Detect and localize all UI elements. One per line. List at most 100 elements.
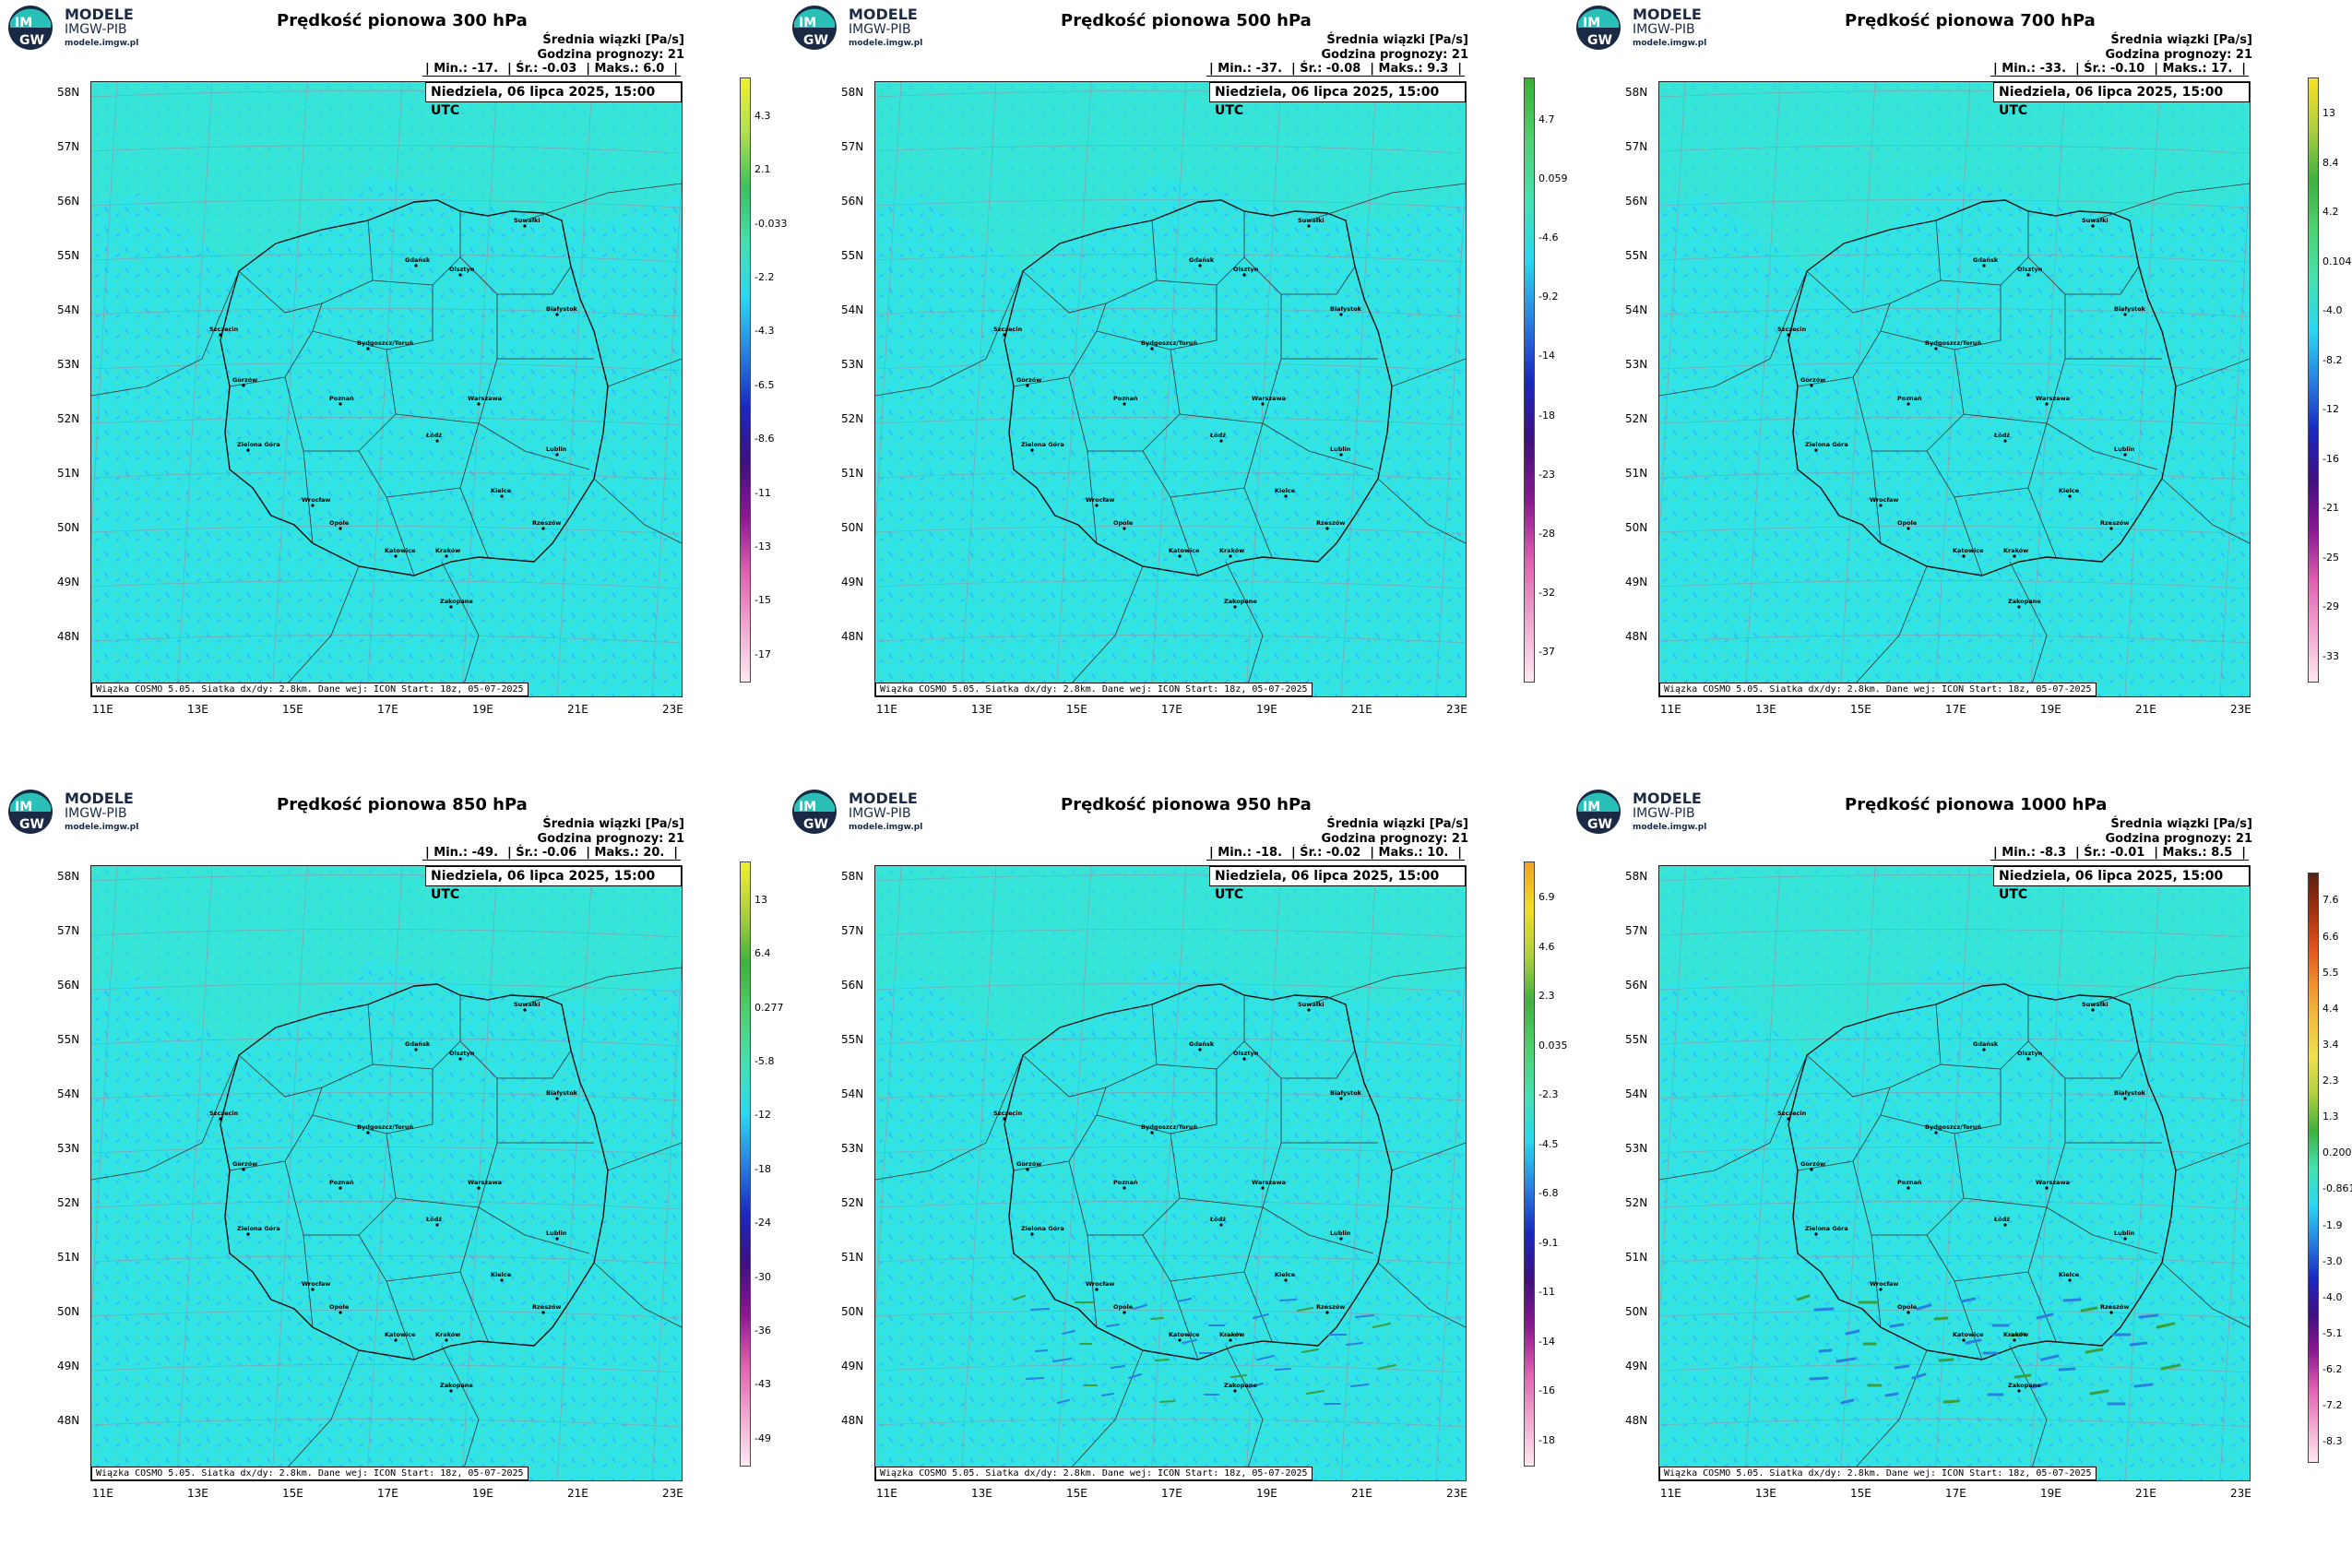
latitude-label: 49N	[1625, 1360, 1648, 1372]
latitude-label: 52N	[841, 1196, 864, 1209]
city-label: Olsztyn	[1233, 1050, 1259, 1057]
colorbar-tick-label: 7.6	[2322, 894, 2339, 907]
city-label: Rzeszów	[532, 1303, 561, 1311]
latitude-label: 51N	[1625, 1251, 1648, 1264]
colorbar-tick-label: 0.200	[2322, 1146, 2352, 1159]
city-label: Kielce	[1275, 1271, 1296, 1278]
imgw-logo: IM GW MODELE IMGW-PIB modele.imgw.pl	[6, 4, 158, 52]
city-label: Warszawa	[2036, 1179, 2070, 1186]
forecast-panel-3: IM GW MODELE IMGW-PIB modele.imgw.pl Prędkość…	[1568, 0, 2352, 756]
longitude-label: 17E	[1161, 1487, 1182, 1500]
longitude-label: 17E	[377, 703, 398, 716]
city-marker	[2026, 273, 2030, 277]
city-marker	[1284, 494, 1288, 498]
logo-mark-1: IM	[1583, 16, 1600, 30]
colorbar-tick-label: -9.1	[1538, 1236, 1559, 1249]
latitude-label: 49N	[841, 576, 864, 588]
logo-mark-2: GW	[803, 33, 828, 48]
city-label: Zakopane	[1224, 598, 1257, 605]
colorbar-tick-label: -33	[2322, 649, 2339, 662]
city-marker	[242, 1168, 245, 1171]
city-label: Gorzów	[1800, 1160, 1825, 1168]
longitude-label: 11E	[1660, 703, 1681, 716]
city-label: Opole	[329, 1303, 350, 1311]
city-label: Lublin	[546, 1229, 567, 1237]
latitude-label: 54N	[841, 1087, 864, 1100]
panel-title: Prędkość pionowa 700 hPa	[1845, 11, 2096, 30]
vertical-velocity-field: Gdańsk Olsztyn Suwałki Szczecin Białystok Byd…	[875, 866, 1466, 1480]
logo-line3: modele.imgw.pl	[65, 823, 139, 832]
city-label: Kraków	[1219, 1331, 1244, 1338]
colorbar	[1524, 861, 1535, 1467]
longitude-label: 13E	[1755, 1487, 1776, 1500]
city-label: Opole	[1897, 1303, 1918, 1311]
city-label: Gdańsk	[405, 256, 431, 264]
city-label: Kielce	[2059, 487, 2080, 494]
city-marker	[2013, 554, 2016, 558]
city-marker	[1150, 347, 1154, 350]
city-label: Zakopane	[2008, 1382, 2041, 1389]
valid-date-box: Niedziela, 06 lipca 2025, 15:00 UTC	[425, 82, 682, 118]
city-label: Olsztyn	[2017, 266, 2043, 273]
logo-mark-2: GW	[19, 33, 44, 48]
logo-mark-2: GW	[1587, 817, 1612, 832]
colorbar-tick-label: -7.2	[2322, 1399, 2343, 1412]
city-marker	[555, 313, 559, 316]
stat-min: | Min.: -17.	[425, 62, 499, 76]
city-marker	[1307, 1008, 1311, 1012]
stats-line: | Min.: -18. | Śr.: -0.02 | Maks.: 10. |	[1206, 846, 1465, 861]
longitude-label: 21E	[567, 1487, 588, 1500]
city-marker	[1123, 1311, 1126, 1314]
longitude-label: 23E	[2230, 1487, 2251, 1500]
latitude-label: 50N	[841, 521, 864, 534]
latitude-label: 56N	[841, 979, 864, 992]
panel-header: Średnia wiązki [Pa/s] Godzina prognozy: 2…	[2106, 33, 2252, 63]
logo-mark-1: IM	[799, 800, 816, 814]
field-description: Średnia wiązki [Pa/s]	[1326, 33, 1468, 47]
city-marker	[1325, 527, 1329, 530]
city-label: Warszawa	[2036, 395, 2070, 402]
latitude-label: 55N	[1625, 1033, 1648, 1046]
valid-date-box: Niedziela, 06 lipca 2025, 15:00 UTC	[1993, 866, 2250, 902]
colorbar-tick-label: -6.8	[1538, 1187, 1559, 1200]
stat-max: | Maks.: 10.	[1370, 846, 1449, 860]
map-area: Gdańsk Olsztyn Suwałki Szczecin Białystok Byd…	[874, 865, 1467, 1481]
baltic-sea	[1659, 82, 2250, 271]
latitude-label: 53N	[1625, 1142, 1648, 1155]
city-label: Szczecin	[993, 326, 1023, 333]
latitude-label: 50N	[57, 521, 80, 534]
city-marker	[2045, 402, 2049, 406]
city-marker	[1982, 264, 1986, 267]
longitude-label: 23E	[662, 703, 683, 716]
city-label: Lublin	[2114, 445, 2135, 453]
colorbar-tick-label: 4.7	[1538, 113, 1555, 125]
longitude-label: 23E	[1446, 703, 1467, 716]
poland-border	[1004, 983, 1393, 1360]
city-label: Gorzów	[1800, 376, 1825, 384]
city-marker	[339, 1311, 342, 1314]
city-label: Białystok	[1330, 1089, 1362, 1097]
latitude-label: 52N	[57, 1196, 80, 1209]
latitude-label: 51N	[841, 1251, 864, 1264]
colorbar-tick-label: -2.3	[1538, 1088, 1559, 1101]
colorbar-tick-label: -23	[1538, 468, 1555, 481]
city-marker	[1810, 1168, 1813, 1171]
colorbar-tick-label: -21	[2322, 502, 2339, 515]
latitude-label: 53N	[841, 1142, 864, 1155]
city-label: Katowice	[1953, 547, 1984, 554]
city-label: Katowice	[1953, 1331, 1984, 1338]
latitude-label: 58N	[57, 870, 80, 883]
city-label: Wrocław	[1870, 1280, 1898, 1288]
city-marker	[449, 605, 453, 609]
city-marker	[1198, 1048, 1202, 1051]
city-label: Kraków	[2003, 547, 2028, 554]
logo-mark-1: IM	[15, 16, 32, 30]
city-label: Gdańsk	[1189, 256, 1215, 264]
logo-line2: IMGW-PIB	[1633, 22, 1695, 37]
city-marker	[541, 1311, 545, 1314]
city-marker	[1325, 1311, 1329, 1314]
latitude-label: 49N	[57, 576, 80, 588]
city-label: Poznań	[1897, 1179, 1922, 1186]
colorbar-tick-label: -24	[754, 1217, 771, 1229]
logo-line3: modele.imgw.pl	[1633, 39, 1707, 48]
